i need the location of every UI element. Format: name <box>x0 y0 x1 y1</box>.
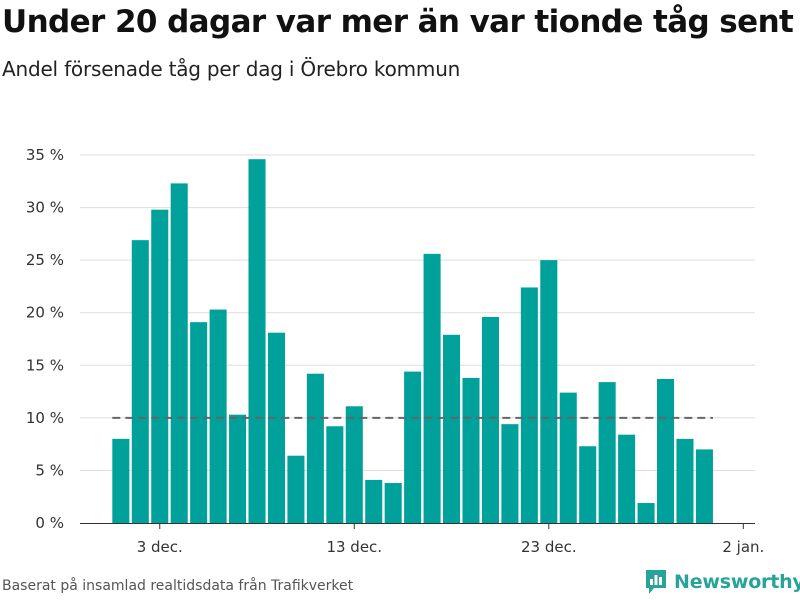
bar <box>112 438 130 523</box>
x-tick-label: 23 dec. <box>521 538 577 556</box>
bar <box>209 309 227 523</box>
brand-name: Newsworthy <box>674 571 800 593</box>
y-tick-label: 25 % <box>26 251 64 269</box>
bar <box>345 406 363 523</box>
bar <box>404 371 422 523</box>
chart-subtitle: Andel försenade tåg per dag i Örebro kom… <box>2 57 461 81</box>
bar <box>384 483 402 523</box>
bar <box>637 503 655 523</box>
chart-title: Under 20 dagar var mer än var tionde tåg… <box>2 4 794 40</box>
y-tick-label: 15 % <box>26 356 64 374</box>
y-axis-ticks: 0 % 5 % 10 % 15 % 20 % 25 % 30 % 35 % <box>26 146 64 532</box>
newsworthy-logo-icon <box>646 570 666 594</box>
bar <box>462 377 480 523</box>
bar <box>559 392 577 523</box>
bar <box>598 382 616 523</box>
bar <box>229 414 247 523</box>
y-tick-label: 5 % <box>35 461 64 479</box>
bar <box>520 287 538 523</box>
x-tick-label: 13 dec. <box>326 538 382 556</box>
bar <box>365 479 383 523</box>
bar <box>443 334 461 523</box>
x-axis-ticks: 3 dec. 13 dec. 23 dec. 2 jan. <box>137 523 764 556</box>
x-tick-label: 3 dec. <box>137 538 183 556</box>
bar <box>423 253 441 523</box>
bar <box>306 373 324 523</box>
bars <box>112 159 713 524</box>
bar <box>618 434 636 523</box>
x-tick-label: 2 jan. <box>722 538 764 556</box>
bar <box>326 426 344 523</box>
bar <box>579 446 597 523</box>
y-tick-label: 35 % <box>26 146 64 164</box>
bar <box>131 240 149 523</box>
y-tick-label: 10 % <box>26 409 64 427</box>
y-tick-label: 30 % <box>26 199 64 217</box>
bar <box>190 322 208 523</box>
bar <box>170 183 188 524</box>
y-tick-label: 20 % <box>26 304 64 322</box>
bar <box>267 332 285 523</box>
bar <box>540 260 558 523</box>
bar <box>287 455 305 523</box>
y-tick-label: 0 % <box>35 514 64 532</box>
bar <box>695 449 713 523</box>
bar <box>656 378 675 523</box>
bar <box>501 424 519 523</box>
bar <box>481 316 499 523</box>
bar <box>151 209 169 523</box>
bar <box>676 438 694 523</box>
source-note: Baserat på insamlad realtidsdata från Tr… <box>2 578 354 594</box>
bar <box>248 159 266 523</box>
newsworthy-logo[interactable]: Newsworthy <box>644 568 800 596</box>
